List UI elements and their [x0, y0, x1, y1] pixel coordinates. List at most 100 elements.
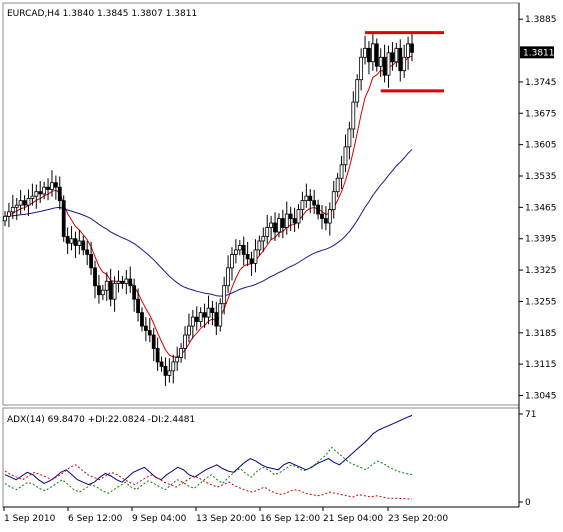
candle-body: [304, 195, 309, 202]
candle-body: [18, 200, 23, 206]
candle-body: [343, 146, 348, 166]
candle-body: [406, 43, 410, 58]
time-axis-label: 16 Sep 12:00: [260, 514, 320, 524]
candle-body: [38, 191, 43, 195]
candle-body: [65, 236, 70, 244]
candle-body: [46, 186, 50, 190]
candle-body: [257, 240, 262, 251]
candle-body: [179, 348, 184, 358]
candle-body: [277, 218, 281, 233]
time-axis-label: 21 Sep 04:00: [323, 514, 383, 524]
candle-body: [198, 312, 203, 323]
candle-body: [390, 52, 395, 63]
candle-body: [249, 258, 254, 264]
candle-body: [324, 218, 328, 224]
candle-body: [81, 240, 86, 251]
candle-body: [108, 280, 113, 300]
adx-series-line: [4, 464, 413, 500]
candle-body: [245, 253, 250, 260]
current-price-label: 1.3811: [523, 48, 555, 58]
candle-body: [292, 218, 297, 224]
candle-body: [147, 330, 152, 336]
adx-series-line: [4, 446, 413, 494]
candle-body: [359, 56, 364, 81]
candle-body: [378, 56, 383, 67]
candle-body: [194, 316, 199, 322]
price-axis-label: 1.3045: [525, 392, 557, 402]
time-axis-label: 1 Sep 2010: [4, 514, 56, 524]
candle-body: [308, 195, 313, 202]
price-axis-label: 1.3675: [525, 109, 557, 119]
price-panel-frame: [2, 2, 520, 406]
candle-body: [410, 43, 414, 53]
candle-body: [222, 285, 227, 305]
candle-body: [171, 361, 176, 372]
time-axis-label: 6 Sep 12:00: [68, 514, 123, 524]
candle-body: [73, 238, 78, 246]
candle-body: [202, 312, 207, 318]
candle-body: [7, 211, 11, 217]
current-price-tag: 1.3811: [520, 46, 555, 59]
candle-body: [241, 245, 246, 255]
candle-body: [124, 278, 129, 284]
candle-body: [237, 245, 242, 251]
time-axis-label: 13 Sep 20:00: [196, 514, 256, 524]
time-axis-label: 9 Sep 04:00: [132, 514, 187, 524]
price-axis-label: 1.3885: [525, 15, 557, 25]
adx-plot: [4, 414, 413, 500]
candle-body: [210, 307, 215, 314]
candle-body: [30, 195, 35, 199]
candle-body: [10, 206, 15, 213]
candle-body: [69, 238, 74, 244]
candle-body: [140, 312, 144, 327]
price-axis-label: 1.3535: [525, 172, 557, 182]
candle-body: [190, 316, 195, 327]
adx-series-line: [4, 414, 413, 486]
candle-body: [316, 204, 320, 215]
candle-body: [61, 200, 66, 237]
candle-body: [320, 213, 324, 219]
candle-body: [26, 197, 31, 206]
candle-body: [355, 79, 360, 103]
price-axis-label: 1.3115: [525, 360, 557, 370]
candle-body: [233, 249, 238, 255]
candle-body: [100, 289, 105, 296]
candle-body: [183, 334, 187, 349]
candle-body: [261, 236, 266, 242]
adx-panel-frame: [2, 407, 520, 508]
price-axis: 1.3885 1.3745 1.3675 1.3605 1.3535 1.3465 1.33…: [519, 15, 557, 402]
candle-body: [143, 325, 148, 331]
price-axis-label: 1.3465: [525, 203, 557, 213]
candle-body: [296, 209, 301, 224]
candle-body: [77, 240, 82, 246]
adx-axis: 71 0: [519, 410, 536, 508]
candle-body: [300, 200, 305, 210]
candle-body: [363, 47, 367, 58]
candle-body: [34, 191, 39, 197]
candle-body: [214, 312, 219, 327]
candle-body: [14, 204, 19, 208]
candle-body: [339, 164, 344, 179]
candle-body: [97, 285, 101, 296]
candle-body: [175, 357, 180, 363]
candle-body: [398, 47, 403, 72]
adx-header: ADX(14) 69.8470 +DI:22.0824 -DI:2.4481: [7, 415, 195, 425]
candle-body: [104, 280, 109, 291]
candle-body: [370, 43, 375, 63]
candle-body: [269, 222, 274, 228]
candle-body: [116, 280, 121, 284]
candle-body: [394, 47, 399, 63]
price-axis-label: 1.3185: [525, 329, 557, 339]
candle-body: [120, 280, 125, 284]
candle-body: [50, 182, 54, 190]
candle-body: [22, 200, 27, 206]
candle-body: [402, 56, 407, 72]
candle-body: [128, 278, 133, 287]
adx-axis-label: 71: [525, 410, 536, 420]
time-axis-label: 23 Sep 20:00: [388, 514, 448, 524]
candle-body: [93, 267, 97, 287]
candle-body: [347, 128, 352, 148]
price-plot: [3, 31, 444, 387]
